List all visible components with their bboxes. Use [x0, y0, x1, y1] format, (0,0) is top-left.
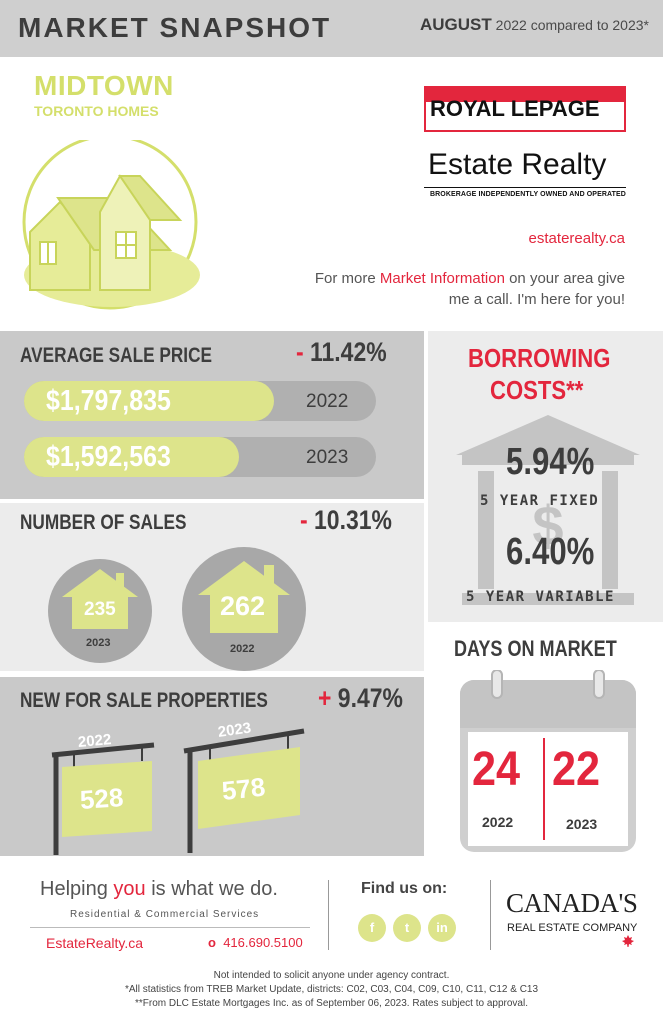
borrowing-title-line1: BORROWING	[468, 343, 611, 373]
average-sale-price-change: - 11.42%	[296, 337, 387, 368]
slogan-after: is what we do.	[145, 878, 278, 900]
disclaimer-line: Not intended to solicit anyone under age…	[213, 970, 450, 981]
days-on-market-panel: DAYS ON MARKET 24 2022 22 2023	[428, 626, 663, 856]
period-comparison: 2022 compared to 2023*	[495, 17, 649, 33]
slogan-you: you	[113, 878, 146, 900]
for-sale-sign-2022-icon	[51, 742, 155, 855]
average-sale-price-panel: AVERAGE SALE PRICE - 11.42% $1,797,835 2…	[0, 331, 424, 499]
change-value: 10.31%	[314, 505, 392, 535]
house-illustration-icon	[22, 140, 200, 310]
sales-year-2022: 2022	[230, 643, 255, 655]
price-bar-2023: $1,592,563 2023	[24, 437, 376, 477]
house-icon	[198, 561, 290, 633]
price-value-2022: $1,797,835	[46, 385, 171, 417]
fixed-rate-label: 5 YEAR FIXED	[480, 493, 600, 509]
disclaimer-line: *All statistics from TREB Market Update,…	[124, 984, 539, 995]
bank-building-icon: $	[456, 415, 640, 605]
days-year-2022: 2022	[482, 814, 514, 830]
new-listing-count-2023: 578	[220, 771, 267, 806]
footer-vertical-divider	[328, 880, 329, 950]
price-bar-2022: $1,797,835 2022	[24, 381, 376, 421]
days-year-2023: 2023	[566, 816, 598, 832]
area-name: MIDTOWN	[34, 70, 174, 101]
new-listing-count-2022: 528	[78, 782, 125, 815]
logo-divider	[424, 187, 626, 188]
footer-website-link[interactable]: EstateRealty.ca	[46, 935, 144, 951]
new-listing-year-2022: 2022	[77, 731, 112, 751]
sales-count-2023: 235	[84, 599, 116, 620]
footer-vertical-divider	[490, 880, 491, 950]
borrowing-title-line2: COSTS**	[490, 375, 584, 405]
page-title: MARKET SNAPSHOT	[18, 12, 332, 43]
slogan-before: Helping	[40, 878, 114, 900]
change-value: 11.42%	[310, 337, 387, 367]
average-sale-price-title: AVERAGE SALE PRICE	[20, 344, 213, 367]
new-for-sale-panel: NEW FOR SALE PROPERTIES + 9.47% 2022 528…	[0, 677, 424, 856]
twitter-icon[interactable]: t	[393, 914, 421, 942]
number-of-sales-change: - 10.31%	[300, 505, 392, 536]
number-of-sales-title: NUMBER OF SALES	[20, 511, 187, 534]
disclaimer-line: **From DLC Estate Mortgages Inc. as of S…	[135, 998, 528, 1009]
info-text: For more Market Information on your area…	[305, 268, 625, 310]
price-bar-fill	[24, 381, 274, 421]
svg-text:$: $	[532, 494, 563, 557]
facebook-icon[interactable]: f	[358, 914, 386, 942]
info-text-after: on your area give me a call. I'm here fo…	[448, 270, 625, 308]
number-of-sales-panel: NUMBER OF SALES - 10.31% 235 2023 262 20…	[0, 503, 424, 671]
change-sign: +	[318, 683, 332, 713]
house-icon	[62, 569, 138, 629]
linkedin-icon[interactable]: in	[428, 914, 456, 942]
change-sign: -	[296, 337, 304, 367]
logo-brand-name: ROYAL LEPAGE	[430, 96, 600, 121]
price-year-2022: 2022	[306, 391, 349, 412]
company-tagline: REAL ESTATE COMPANY	[507, 922, 638, 934]
price-year-2023: 2023	[306, 447, 349, 468]
find-us-label: Find us on:	[361, 880, 448, 897]
period-month: AUGUST	[419, 15, 492, 34]
area-subtitle: TORONTO HOMES	[34, 103, 159, 119]
maple-leaf-icon	[622, 935, 634, 947]
variable-rate: 6.40%	[506, 531, 595, 573]
footer-slogan: Helping you is what we do.	[40, 878, 278, 901]
days-value-2022: 24	[472, 743, 521, 796]
phone-number: 416.690.5100	[223, 935, 303, 950]
new-for-sale-change: + 9.47%	[318, 683, 403, 714]
info-text-highlight: Market Information	[379, 270, 505, 287]
footer-divider	[30, 927, 310, 928]
royal-lepage-logo: ROYAL LEPAGE Estate Realty BROKERAGE IND…	[424, 86, 626, 204]
borrowing-costs-panel: BORROWING COSTS** $ 5.94% 5 YEAR FIXED 6…	[428, 331, 663, 622]
sales-year-2023: 2023	[86, 637, 111, 649]
new-for-sale-title: NEW FOR SALE PROPERTIES	[20, 689, 268, 712]
logo-white-band	[426, 102, 624, 130]
info-text-before: For more	[314, 270, 380, 287]
company-name: CANADA'S	[506, 888, 638, 918]
price-bar-fill	[24, 437, 239, 477]
phone-icon: o	[208, 935, 216, 950]
footer-services: Residential & Commercial Services	[70, 909, 260, 920]
price-value-2023: $1,592,563	[46, 441, 171, 473]
days-on-market-title: DAYS ON MARKET	[454, 636, 617, 661]
fixed-rate: 5.94%	[506, 441, 595, 483]
header-bar: MARKET SNAPSHOT AUGUST 2022 compared to …	[0, 0, 663, 57]
change-sign: -	[300, 505, 308, 535]
footer-phone[interactable]: o 416.690.5100	[208, 935, 303, 950]
sales-circle-2023: 235 2023	[48, 559, 152, 663]
sales-count-2022: 262	[220, 591, 266, 621]
logo-brand-subname: Estate Realty	[428, 148, 607, 181]
period-label: AUGUST 2022 compared to 2023*	[420, 15, 649, 35]
change-value: 9.47%	[337, 683, 403, 713]
website-link[interactable]: estaterealty.ca	[528, 230, 625, 247]
calendar-icon	[460, 670, 636, 852]
for-sale-sign-2023-icon	[183, 728, 305, 853]
sales-circle-2022: 262 2022	[182, 547, 306, 671]
logo-tagline: BROKERAGE INDEPENDENTLY OWNED AND OPERAT…	[430, 191, 626, 198]
variable-rate-label: 5 YEAR VARIABLE	[466, 589, 615, 605]
days-value-2023: 22	[552, 743, 601, 796]
